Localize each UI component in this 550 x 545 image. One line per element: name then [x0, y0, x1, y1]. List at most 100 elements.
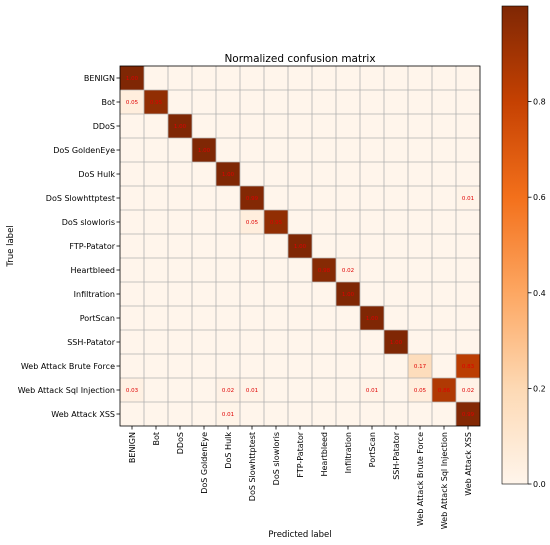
y-tick-label: DoS slowloris	[62, 218, 115, 227]
cell-value-label: 0.95	[270, 220, 283, 226]
cell-value-label: 0.05	[246, 220, 259, 226]
heatmap-cell	[456, 354, 480, 378]
colorbar-tick-label: 0.0	[533, 480, 546, 489]
heatmap-cell	[192, 138, 216, 162]
x-axis-label: Predicted label	[268, 530, 331, 540]
heatmap-cell	[456, 186, 480, 210]
y-tick-label: Web Attack Brute Force	[21, 362, 115, 371]
x-tick-label: DoS GoldenEye	[200, 432, 209, 494]
cell-value-label: 0.99	[246, 196, 259, 202]
x-tick-label: Heartbleed	[320, 432, 329, 477]
y-tick-label: DoS Hulk	[78, 170, 115, 179]
y-axis-label: True label	[6, 225, 16, 267]
x-tick-label: BENIGN	[128, 432, 137, 463]
y-tick-label: Web Attack XSS	[51, 410, 115, 419]
heatmap-cell	[360, 378, 384, 402]
colorbar-tick-label: 0.6	[533, 193, 546, 202]
colorbar	[501, 5, 529, 485]
y-tick-label: Web Attack Sql Injection	[18, 386, 115, 395]
x-tick-labels: BENIGN Bot DDoS DoS GoldenEye DoS Hulk DoS Sl…	[128, 426, 473, 529]
x-tick-label: Web Attack Brute Force	[416, 432, 425, 526]
grid-lines	[120, 66, 480, 426]
cell-value-label: 0.01	[366, 388, 378, 394]
x-tick-label: Web Attack XSS	[464, 432, 473, 496]
heatmap-cell	[144, 90, 168, 114]
heatmap-cell	[168, 114, 192, 138]
x-tick-label: DoS Hulk	[224, 432, 233, 469]
heatmap-cell	[120, 66, 144, 90]
cell-value-label: 0.02	[222, 388, 234, 394]
cell-value-label: 0.98	[318, 268, 331, 274]
cell-value-label: 0.05	[126, 100, 139, 106]
heatmap-cell	[456, 378, 480, 402]
y-tick-label: DDoS	[93, 122, 115, 131]
heatmap-cell	[312, 258, 336, 282]
heatmap-cell	[240, 378, 264, 402]
cell-value-label: 0.17	[414, 364, 427, 370]
heatmap-cell	[384, 330, 408, 354]
colorbar-tick-label: 0.4	[533, 289, 546, 298]
cell-value-label: 0.99	[462, 412, 475, 418]
heatmap-cell	[240, 186, 264, 210]
heatmap-cell	[360, 306, 384, 330]
heatmap-cell	[408, 378, 432, 402]
heatmap-cell	[240, 210, 264, 234]
cell-value-label: 1.00	[222, 172, 235, 178]
x-tick-label: PortScan	[368, 432, 377, 467]
heatmap-cell	[336, 282, 360, 306]
cell-value-label: 1.00	[126, 76, 139, 82]
y-tick-label: PortScan	[80, 314, 115, 323]
cell-value-label: 0.02	[342, 268, 354, 274]
cell-value-label: 0.01	[222, 412, 234, 418]
heatmap-cell	[216, 402, 240, 426]
y-tick-label: SSH-Patator	[67, 338, 115, 347]
cell-value-label: 0.03	[126, 388, 139, 394]
heatmap-cell	[336, 258, 360, 282]
x-tick-label: DDoS	[176, 432, 185, 454]
x-tick-label: DoS Slowhttptest	[248, 432, 257, 501]
y-tick-label: BENIGN	[84, 74, 115, 83]
heatmap-cell	[216, 378, 240, 402]
heatmap-cell	[456, 402, 480, 426]
x-tick-label: Infiltration	[344, 432, 353, 473]
cell-value-label: 0.01	[246, 388, 258, 394]
colorbar-ticks: 0.0 0.2 0.4 0.6 0.8	[528, 98, 546, 489]
y-tick-labels: BENIGN Bot DDoS DoS GoldenEye DoS Hulk DoS Sl…	[18, 74, 120, 419]
cell-value-label: 0.86	[438, 388, 451, 394]
heatmap-cell	[288, 234, 312, 258]
x-tick-label: SSH-Patator	[392, 431, 401, 479]
colorbar-tick-label: 0.2	[533, 384, 546, 393]
cell-value-label: 0.01	[462, 196, 474, 202]
y-tick-label: FTP-Patator	[69, 242, 115, 251]
y-tick-label: DoS GoldenEye	[53, 146, 115, 155]
x-tick-label: Web Attack Sql Injection	[440, 432, 449, 529]
heatmap-cell	[120, 90, 144, 114]
heatmap-cells	[120, 66, 480, 426]
x-tick-label: DoS slowloris	[272, 432, 281, 485]
cell-value-label: 0.95	[150, 100, 163, 106]
heatmap-cell	[120, 378, 144, 402]
heatmap-cell	[264, 210, 288, 234]
cell-value-label: 1.00	[366, 316, 379, 322]
y-tick-label: Infiltration	[74, 290, 115, 299]
x-tick-label: Bot	[152, 432, 161, 446]
cell-value-label: 1.00	[294, 244, 307, 250]
cell-value-label: 1.00	[174, 124, 187, 130]
y-tick-label: Bot	[101, 98, 115, 107]
heatmap-cell	[408, 354, 432, 378]
y-tick-label: Heartbleed	[71, 266, 116, 275]
y-tick-label: DoS Slowhttptest	[46, 194, 115, 203]
chart-title: Normalized confusion matrix	[224, 53, 375, 65]
heatmap-cell	[216, 162, 240, 186]
colorbar-tick-label: 0.8	[533, 98, 546, 107]
cell-value-label: 0.02	[462, 388, 474, 394]
x-tick-label: FTP-Patator	[296, 431, 305, 477]
cell-annotations: 1.00 0.05 0.95 1.00 1.00 1.00 0.99 0.01 0.05 0.95…	[126, 76, 475, 418]
cell-value-label: 1.00	[342, 292, 355, 298]
cell-value-label: 1.00	[198, 148, 211, 154]
cell-value-label: 1.00	[390, 340, 403, 346]
cell-value-label: 0.05	[414, 388, 427, 394]
cell-value-label: 0.83	[462, 364, 475, 370]
heatmap-cell	[432, 378, 456, 402]
